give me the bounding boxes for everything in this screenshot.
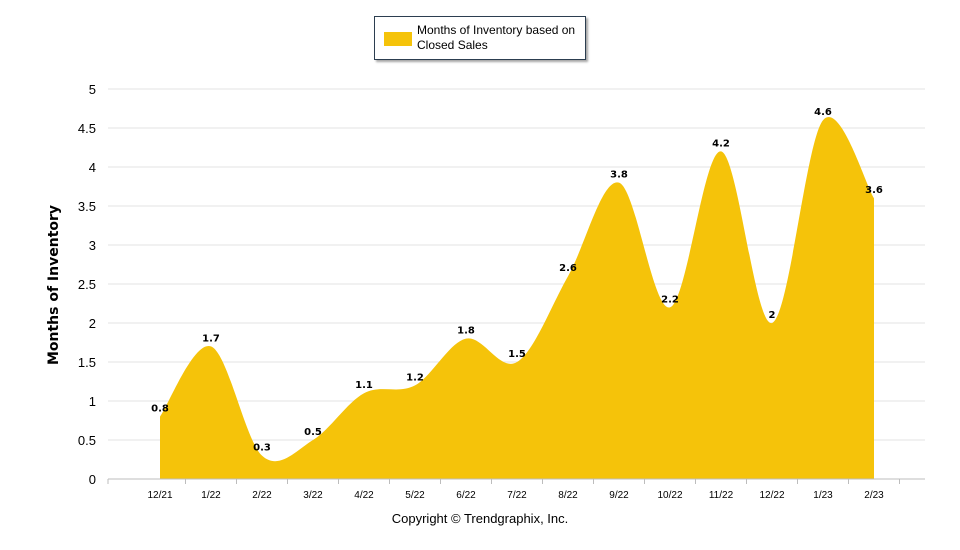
data-label: 1.1 — [355, 380, 373, 391]
x-tick-label: 1/23 — [813, 490, 833, 501]
y-tick-label: 3.5 — [78, 199, 96, 214]
x-tick-label: 10/22 — [657, 490, 682, 501]
copyright-text: Copyright © Trendgraphix, Inc. — [391, 511, 569, 526]
legend-swatch — [384, 32, 412, 46]
x-axis: 12/21 1/22 2/22 3/22 4/22 5/22 6/22 7/22 8/22 9/2… — [107, 478, 925, 501]
data-label: 4.6 — [814, 107, 832, 118]
data-label: 2.2 — [661, 294, 679, 305]
data-label: 3.8 — [610, 170, 628, 181]
y-tick-label: 5 — [89, 82, 96, 97]
y-tick-label: 3 — [89, 238, 96, 253]
data-label: 1.7 — [202, 333, 220, 344]
data-labels: 0.8 1.7 0.3 0.5 1.1 1.2 1.8 1.5 2.6 3.8 2.2 4.2 2 4.6… — [151, 107, 883, 453]
legend-label: Months of Inventory based on Closed Sale… — [417, 23, 576, 52]
x-tick-label: 6/22 — [456, 490, 476, 501]
y-tick-label: 4.5 — [78, 121, 96, 136]
data-label: 1.8 — [457, 326, 475, 337]
y-tick-label: 2 — [89, 316, 96, 331]
x-tick-label: 2/22 — [252, 490, 272, 501]
x-tick-label: 8/22 — [558, 490, 578, 501]
data-label: 3.6 — [865, 185, 883, 196]
y-tick-label: 0 — [89, 472, 96, 487]
data-label: 0.3 — [253, 443, 271, 454]
y-tick-label: 0.5 — [78, 433, 96, 448]
data-label: 1.2 — [406, 372, 424, 383]
data-label: 2.6 — [559, 263, 577, 274]
x-tick-label: 12/22 — [759, 490, 784, 501]
x-tick-label: 5/22 — [405, 490, 425, 501]
x-tick-label: 11/22 — [709, 490, 734, 501]
data-label: 0.8 — [151, 404, 169, 415]
y-tick-label: 1 — [89, 394, 96, 409]
y-axis-label: Months of Inventory — [46, 204, 62, 366]
series-area — [160, 116, 874, 480]
x-tick-label: 1/22 — [201, 490, 221, 501]
legend: Months of Inventory based on Closed Sale… — [374, 16, 586, 60]
x-tick-label: 3/22 — [303, 490, 323, 501]
data-label: 2 — [769, 310, 776, 321]
data-label: 4.2 — [712, 138, 730, 149]
data-label: 1.5 — [508, 349, 526, 360]
data-label: 0.5 — [304, 427, 322, 438]
y-tick-label: 4 — [89, 160, 96, 175]
y-axis-ticks: 0 0.5 1 1.5 2 2.5 3 3.5 4 4.5 5 — [78, 82, 96, 487]
x-tick-label: 12/21 — [147, 490, 172, 501]
x-tick-label: 9/22 — [609, 490, 629, 501]
y-tick-label: 1.5 — [78, 355, 96, 370]
x-tick-label: 7/22 — [507, 490, 527, 501]
y-tick-label: 2.5 — [78, 277, 96, 292]
x-tick-label: 4/22 — [354, 490, 374, 501]
x-tick-label: 2/23 — [864, 490, 884, 501]
